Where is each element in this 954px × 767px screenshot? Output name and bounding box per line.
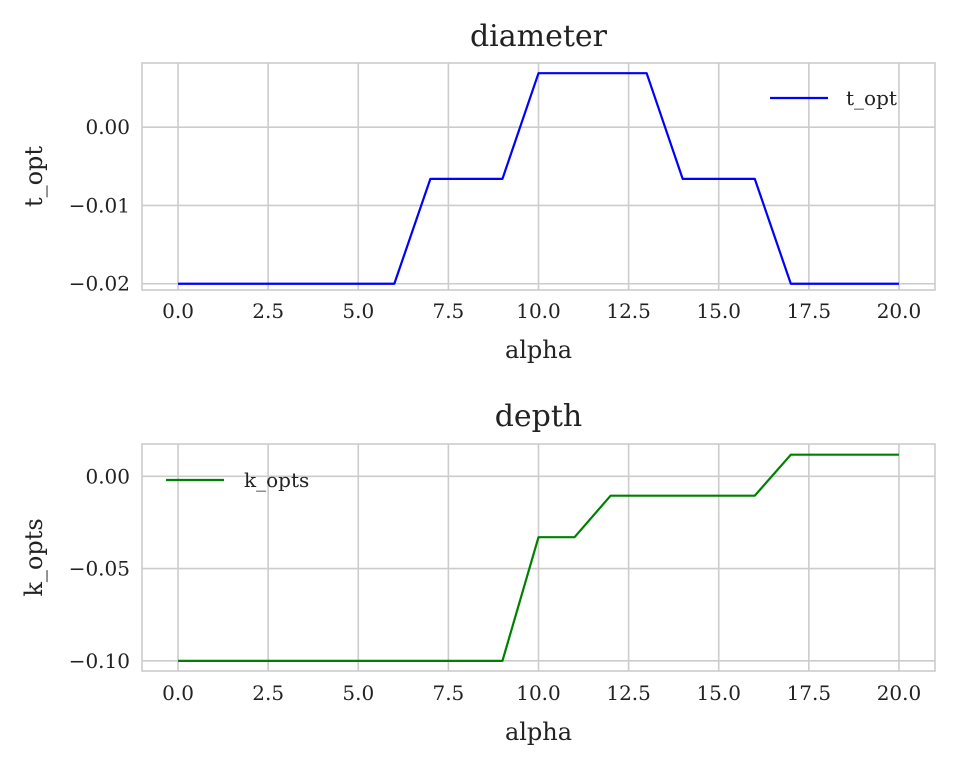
y-tick-label: −0.05 — [69, 557, 130, 581]
plot-frame — [141, 443, 936, 672]
x-tick-label: 7.5 — [432, 681, 464, 705]
diameter-chart: 0.0 2.5 5.0 7.5 10.0 12.5 15.0 17.5 20.0 0.00 −0.0… — [20, 19, 936, 364]
x-tick-label: 10.0 — [516, 681, 561, 705]
x-tick-label: 0.0 — [162, 681, 194, 705]
x-tick-label: 12.5 — [606, 299, 651, 323]
depth-chart: 0.0 2.5 5.0 7.5 10.0 12.5 15.0 17.5 20.0 0.00 −0.0… — [20, 399, 936, 746]
x-tick-label: 5.0 — [342, 681, 374, 705]
x-tick-label: 2.5 — [252, 299, 284, 323]
series-line-t_opt — [178, 72, 899, 285]
series-line-k_opts — [178, 453, 899, 662]
x-tick-label: 20.0 — [877, 299, 922, 323]
y-tick-label: 0.00 — [85, 464, 130, 488]
legend-label: t_opt — [846, 86, 897, 110]
chart-title: diameter — [470, 19, 608, 54]
y-tick-label: −0.01 — [69, 193, 130, 217]
plot-frame — [141, 62, 936, 291]
x-tick-label: 10.0 — [516, 299, 561, 323]
chart-title: depth — [495, 399, 583, 434]
legend-label: k_opts — [244, 468, 309, 492]
x-tick-label: 15.0 — [696, 681, 741, 705]
x-tick-label: 5.0 — [342, 299, 374, 323]
x-tick-label: 20.0 — [877, 681, 922, 705]
x-tick-label: 17.5 — [787, 299, 832, 323]
y-axis-label: k_opts — [20, 518, 48, 596]
x-tick-label: 0.0 — [162, 299, 194, 323]
x-axis-label: alpha — [505, 336, 572, 364]
x-tick-label: 17.5 — [787, 681, 832, 705]
x-axis-label: alpha — [505, 718, 572, 746]
y-tick-label: −0.02 — [69, 272, 130, 296]
x-tick-label: 12.5 — [606, 681, 651, 705]
y-tick-label: −0.10 — [69, 649, 130, 673]
x-tick-label: 2.5 — [252, 681, 284, 705]
y-tick-label: 0.00 — [85, 115, 130, 139]
x-tick-label: 15.0 — [696, 299, 741, 323]
y-axis-label: t_opt — [20, 146, 48, 207]
x-tick-label: 7.5 — [432, 299, 464, 323]
